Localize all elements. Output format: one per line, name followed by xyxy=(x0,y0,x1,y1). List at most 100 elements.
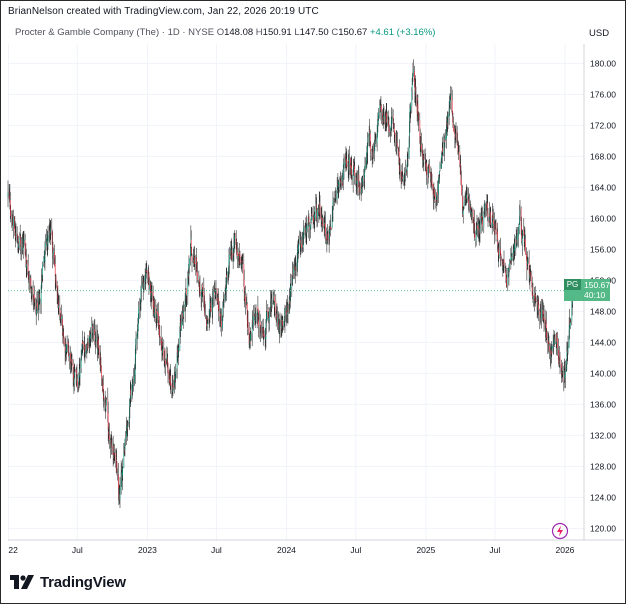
symbol-legend[interactable]: Procter & Gamble Company (The) · 1D · NY… xyxy=(15,27,435,38)
candle xyxy=(369,129,371,136)
time-tick-label: Jul xyxy=(72,545,83,555)
candle xyxy=(8,184,10,200)
candle xyxy=(233,233,235,262)
candle xyxy=(451,86,453,113)
candle xyxy=(553,337,554,355)
candle xyxy=(39,298,41,314)
candle xyxy=(454,124,455,134)
candle xyxy=(42,261,44,282)
candle xyxy=(484,203,486,218)
candle xyxy=(55,274,57,289)
candle xyxy=(15,225,16,248)
candle xyxy=(371,148,373,161)
candle xyxy=(299,230,301,245)
candle xyxy=(540,310,542,326)
candle xyxy=(124,430,126,447)
candle xyxy=(494,221,496,235)
candle xyxy=(407,153,408,168)
candle xyxy=(339,176,341,193)
candle xyxy=(236,238,237,255)
candle xyxy=(420,135,422,157)
price-tick-label: 140.00 xyxy=(590,368,616,378)
candle xyxy=(193,247,195,260)
candle xyxy=(553,330,555,345)
candle xyxy=(519,204,520,225)
candle xyxy=(330,214,332,230)
candle xyxy=(283,316,285,328)
currency-label[interactable]: USD xyxy=(589,28,610,39)
candle xyxy=(129,380,131,404)
candle xyxy=(171,374,173,395)
tradingview-lightning-icon[interactable] xyxy=(551,522,569,540)
candle xyxy=(164,347,166,374)
candle xyxy=(459,145,461,168)
candle xyxy=(160,325,162,351)
candle xyxy=(559,351,561,375)
candle xyxy=(191,253,193,273)
candle xyxy=(478,219,480,246)
candle xyxy=(118,488,120,506)
candle xyxy=(472,208,474,224)
candle xyxy=(443,142,445,150)
candle xyxy=(124,443,125,455)
candle xyxy=(374,139,375,162)
candle xyxy=(312,205,314,229)
candle xyxy=(390,116,392,137)
time-tick-label: 22 xyxy=(8,545,18,555)
candle xyxy=(41,274,43,289)
candle xyxy=(217,294,218,305)
candle xyxy=(542,300,544,319)
candle xyxy=(214,282,215,293)
candle xyxy=(388,125,390,137)
candle xyxy=(188,264,189,284)
candle xyxy=(379,98,381,113)
candle xyxy=(131,376,133,400)
candle xyxy=(538,296,540,321)
candle xyxy=(67,341,69,348)
candle xyxy=(41,275,43,283)
candle xyxy=(169,367,171,384)
candle xyxy=(513,243,514,262)
candle xyxy=(518,221,520,235)
candle xyxy=(452,112,454,129)
candle xyxy=(100,357,102,368)
candle xyxy=(222,315,223,332)
candle xyxy=(263,326,264,340)
candle xyxy=(435,196,437,212)
candle xyxy=(273,289,275,304)
candle xyxy=(87,338,88,351)
candle xyxy=(260,326,262,337)
candle xyxy=(446,111,448,136)
candle xyxy=(104,391,106,412)
candle xyxy=(166,358,167,364)
candle xyxy=(556,332,558,356)
candle xyxy=(184,293,186,323)
candle xyxy=(350,163,352,179)
candle xyxy=(60,304,62,326)
candle xyxy=(428,166,429,178)
candle xyxy=(241,254,243,269)
candle xyxy=(454,125,456,149)
candle xyxy=(143,275,145,293)
candle xyxy=(92,320,94,339)
candle xyxy=(350,157,352,180)
candle xyxy=(356,170,358,196)
candle xyxy=(527,257,529,264)
candle xyxy=(508,270,509,278)
candle xyxy=(196,263,198,284)
candle xyxy=(219,312,221,328)
candle xyxy=(455,128,456,141)
candle xyxy=(246,296,247,306)
candle xyxy=(483,203,485,215)
candle xyxy=(300,236,302,253)
candle xyxy=(340,175,342,190)
candle xyxy=(78,372,80,391)
candle xyxy=(569,308,570,340)
candle xyxy=(465,187,467,206)
candle xyxy=(412,72,413,86)
candle xyxy=(487,194,488,222)
brand-footer[interactable]: TradingView xyxy=(10,572,126,592)
candle xyxy=(380,95,382,121)
candle xyxy=(162,336,164,361)
